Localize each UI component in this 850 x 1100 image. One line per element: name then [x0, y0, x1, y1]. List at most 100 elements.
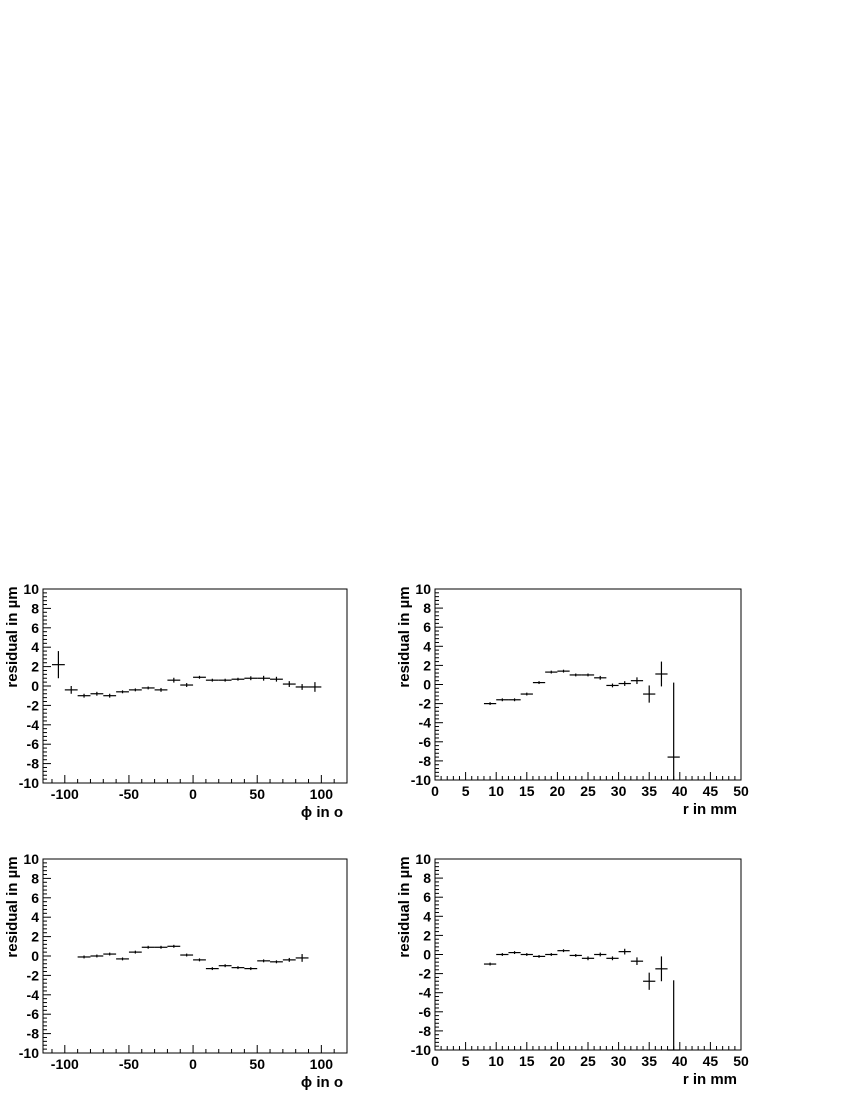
x-tick-label: 100	[310, 786, 334, 802]
x-tick-label: 50	[733, 783, 749, 799]
data-point	[496, 953, 509, 956]
data-point	[231, 677, 245, 681]
y-tick-label: 8	[423, 870, 431, 886]
y-tick-label: -6	[27, 736, 40, 752]
y-axis-label: residual in µm	[396, 856, 413, 957]
data-point	[643, 972, 656, 990]
x-tick-label: 45	[703, 1053, 719, 1069]
data-point	[154, 687, 168, 692]
x-tick-label: 45	[703, 783, 719, 799]
x-tick-label: 50	[249, 786, 265, 802]
chart-panel-2: -10 -8 -6 -4 -2 0 2 4 6 8 10 0 5 10 15 20 25 30 35 40 45 50 r …	[396, 581, 749, 818]
data-point	[154, 945, 168, 949]
data-point	[77, 955, 91, 959]
y-tick-label: 8	[423, 600, 431, 616]
data-point	[655, 956, 668, 982]
data-point	[483, 962, 497, 966]
x-tick-label: 5	[462, 1053, 470, 1069]
data-point	[532, 681, 546, 685]
data-point	[557, 669, 570, 673]
data-point	[193, 958, 206, 962]
data-point	[508, 951, 521, 955]
y-axis-label: residual in µm	[396, 586, 413, 687]
y-tick-label: 6	[31, 620, 39, 636]
data-point	[483, 702, 497, 706]
y-tick-label: -2	[419, 966, 432, 982]
data-point	[218, 678, 232, 682]
y-tick-label: 8	[31, 870, 39, 886]
x-tick-label: -50	[119, 1056, 139, 1072]
y-tick-label: 10	[23, 581, 39, 597]
x-tick-label: -50	[119, 786, 139, 802]
x-axis-label: ϕ in o	[301, 804, 343, 821]
y-tick-label: 4	[31, 909, 39, 925]
y-tick-label: -6	[419, 1004, 432, 1020]
x-tick-label: 0	[189, 786, 197, 802]
y-tick-label: -4	[27, 717, 40, 733]
y-tick-label: 4	[423, 908, 431, 924]
y-tick-label: -10	[411, 772, 431, 788]
x-tick-label: 35	[641, 783, 657, 799]
data-point	[205, 967, 219, 971]
data-point	[167, 944, 181, 948]
x-tick-label: -100	[51, 786, 79, 802]
data-point	[545, 953, 558, 956]
plot-frame	[434, 588, 742, 781]
data-point	[643, 685, 656, 703]
y-tick-label: 10	[23, 851, 39, 867]
chart-panel-1: -10 -8 -6 -4 -2 0 2 4 6 8 10 -100 -50 0 50 100 ϕ in o res…	[4, 581, 348, 821]
data-point	[77, 693, 91, 698]
x-tick-label: 0	[431, 783, 439, 799]
y-tick-label: -4	[419, 985, 432, 1001]
chart-panel-3: -10 -8 -6 -4 -2 0 2 4 6 8 10 -100 -50 0 50 100 ϕ in o res…	[4, 851, 348, 1091]
data-point	[103, 693, 117, 698]
x-tick-label: -100	[51, 1056, 79, 1072]
data-point	[141, 945, 155, 949]
data-point	[308, 682, 322, 692]
plot-frame	[42, 588, 348, 784]
data-point	[180, 953, 194, 957]
plot-frame	[434, 858, 742, 1051]
y-tick-label: 10	[415, 581, 431, 597]
y-tick-label: 2	[31, 929, 39, 945]
data-point	[618, 681, 631, 686]
x-tick-label: 0	[431, 1053, 439, 1069]
x-tick-label: 10	[488, 1053, 504, 1069]
x-tick-label: 20	[550, 783, 566, 799]
data-point	[64, 686, 78, 694]
data-point	[630, 957, 644, 966]
data-point	[594, 952, 607, 957]
data-point	[569, 954, 582, 957]
y-axis-label: residual in µm	[4, 856, 21, 957]
data-point	[496, 698, 509, 702]
x-tick-label: 10	[488, 783, 504, 799]
y-tick-label: 6	[423, 889, 431, 905]
data-point	[167, 677, 181, 683]
x-tick-label: 40	[672, 1053, 688, 1069]
data-point	[295, 684, 309, 690]
x-tick-label: 30	[611, 783, 627, 799]
data-point	[244, 676, 258, 681]
x-tick-label: 20	[550, 1053, 566, 1069]
x-tick-label: 5	[462, 783, 470, 799]
data-point	[51, 651, 65, 679]
x-tick-label: 30	[611, 1053, 627, 1069]
y-tick-label: -10	[411, 1042, 431, 1058]
data-point	[180, 683, 194, 687]
x-tick-label: 15	[519, 1053, 535, 1069]
x-tick-label: 40	[672, 783, 688, 799]
data-point	[128, 688, 142, 692]
y-tick-label: 0	[423, 677, 431, 693]
x-tick-label: 15	[519, 783, 535, 799]
y-tick-label: -8	[27, 1026, 40, 1042]
y-tick-label: -2	[27, 697, 40, 713]
data-point	[569, 673, 582, 677]
y-tick-label: 2	[423, 657, 431, 673]
data-point	[282, 957, 296, 962]
data-point	[90, 691, 104, 696]
x-tick-label: 50	[249, 1056, 265, 1072]
y-tick-label: -6	[419, 734, 432, 750]
y-tick-label: 2	[423, 927, 431, 943]
y-tick-label: -2	[419, 696, 432, 712]
